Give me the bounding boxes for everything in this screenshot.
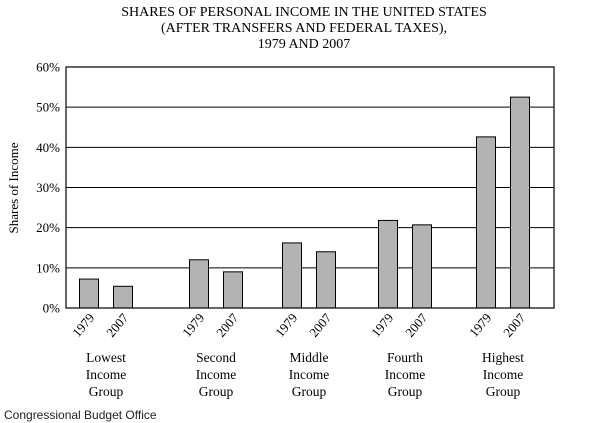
bar-2-2007 [223,271,243,309]
group-label-4-line-2: Income [385,367,425,382]
year-label-5-2007: 2007 [500,310,529,340]
plot-frame [65,66,555,309]
bar-5-2007 [510,96,530,309]
group-label-3-line-3: Group [292,384,327,399]
bar-4-2007 [412,224,432,309]
chart-title-line-2: (AFTER TRANSFERS AND FEDERAL TAXES), [161,21,447,36]
y-tick-label-60: 60% [36,60,60,75]
group-label-5-line-1: Highest [482,350,524,365]
year-label-3-1979: 1979 [272,310,300,340]
group-label-3-line-2: Income [289,367,329,382]
group-label-1-line-3: Group [89,384,124,399]
group-label-5-line-3: Group [486,384,521,399]
group-label-1-line-1: Lowest [86,350,126,365]
year-label-3-2007: 2007 [306,310,335,340]
bar-3-1979 [282,242,302,309]
bar-1-2007 [113,285,133,309]
group-label-4-line-1: Fourth [387,350,423,365]
group-label-1-line-2: Income [86,367,126,382]
group-label-2-line-1: Second [196,350,236,365]
bar-1-1979 [79,278,99,309]
group-label-2-line-3: Group [199,384,234,399]
source-label: Congressional Budget Office [4,408,157,422]
bar-4-1979 [378,219,398,309]
y-tick-label-30: 30% [36,180,60,195]
y-tick-label-0: 0% [43,301,61,316]
year-label-2-2007: 2007 [213,310,242,340]
bar-2-1979 [189,259,209,309]
y-tick-label-50: 50% [36,100,60,115]
year-label-4-2007: 2007 [402,310,431,340]
year-label-1-1979: 1979 [69,310,97,340]
year-label-5-1979: 1979 [466,310,494,340]
group-label-3-line-1: Middle [290,350,329,365]
year-label-1-2007: 2007 [103,310,132,340]
y-tick-label-20: 20% [36,220,60,235]
group-label-5-line-2: Income [483,367,523,382]
chart-title-line-1: SHARES OF PERSONAL INCOME IN THE UNITED … [121,5,487,20]
bar-5-1979 [476,136,496,309]
group-label-4-line-3: Group [388,384,423,399]
chart-title-line-3: 1979 AND 2007 [258,37,351,52]
y-tick-label-10: 10% [36,260,60,275]
y-axis-title: Shares of Income [6,142,21,233]
bar-3-2007 [316,251,336,309]
year-label-4-1979: 1979 [368,310,396,340]
year-label-2-1979: 1979 [179,310,207,340]
group-label-2-line-2: Income [196,367,236,382]
y-tick-label-40: 40% [36,140,60,155]
